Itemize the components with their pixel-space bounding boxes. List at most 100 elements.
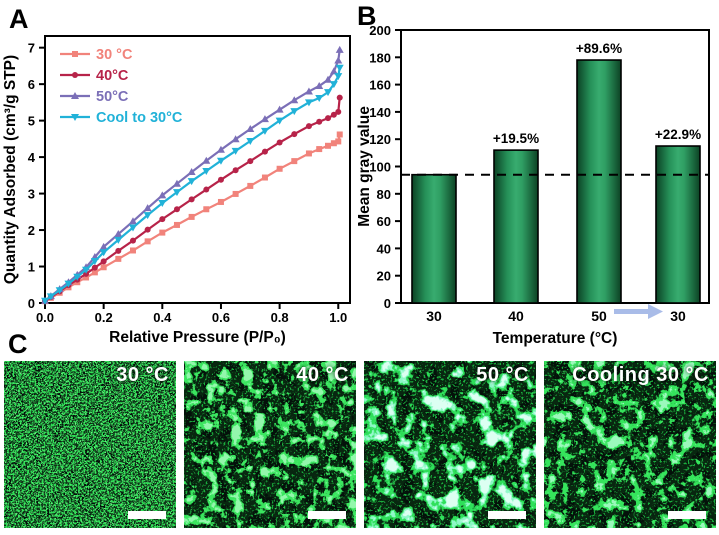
marker-triangle-up (143, 204, 152, 212)
bar-annotation: +89.6% (576, 41, 622, 56)
marker-triangle-down (82, 266, 91, 274)
legend-label: 30 °C (96, 47, 133, 63)
marker-triangle-down (128, 224, 137, 232)
panel-b-bar-chart: 0 20 40 60 80 100 120 140 160 180 200 +19.5% +89.6% +… (355, 0, 719, 356)
marker-circle (261, 148, 268, 155)
bar-30 (411, 173, 457, 304)
y-tick-label: 140 (369, 105, 391, 120)
marker-triangle-up (334, 56, 343, 64)
marker-square (144, 238, 151, 245)
marker-square (159, 229, 166, 236)
y-tick-label: 180 (369, 50, 391, 65)
y-tick-label: 0 (28, 296, 35, 311)
y-tick-label: 160 (369, 78, 391, 93)
marker-triangle-down (335, 64, 344, 72)
y-tick-label: 120 (369, 132, 391, 147)
marker-circle (144, 226, 151, 233)
marker-circle (100, 258, 107, 265)
panel-c-label: C (8, 329, 28, 359)
y-tick-label: 2 (28, 223, 35, 238)
marker-triangle-down (324, 89, 333, 97)
marker-triangle-down (46, 293, 55, 301)
x-category-label: 50 (591, 308, 607, 324)
marker-triangle-down (260, 127, 269, 135)
marker-square (261, 174, 268, 181)
micrograph-50c: 50 °C (364, 361, 536, 528)
marker-triangle-down (216, 157, 225, 165)
y-tick-label: 5 (28, 114, 35, 129)
marker-triangle-up (99, 242, 108, 250)
marker-square (91, 269, 98, 276)
micrograph-label-40c: 40 °C (296, 364, 349, 386)
marker-circle (316, 118, 323, 125)
x-tick-label: 0.6 (212, 310, 230, 325)
marker-square (316, 146, 323, 153)
bar-40 (493, 149, 539, 304)
micrograph-row: 30 °C 40 °C 50 °C (4, 361, 716, 528)
x-axis-label: Relative Pressure (P/P₀) (109, 329, 286, 346)
bar-50 (576, 59, 622, 304)
marker-circle (188, 196, 195, 203)
y-axis-label: Quantity Adsorbed (cm³/g STP) (2, 55, 19, 284)
x-tick-label: 1.0 (329, 310, 347, 325)
marker-triangle-up (246, 125, 255, 133)
micrograph-label-30c: 30 °C (116, 364, 169, 386)
bar-annotation: +22.9% (655, 127, 701, 142)
y-axis-label: Mean gray value (356, 106, 373, 227)
legend-label: 50°C (96, 89, 129, 105)
x-category-label: 30 (426, 308, 442, 324)
marker-triangle-down (114, 236, 123, 244)
y-tick-label: 60 (377, 214, 391, 229)
marker-triangle-up (324, 75, 333, 83)
marker-circle (72, 72, 78, 78)
marker-triangle-up (114, 230, 123, 238)
marker-circle (159, 216, 166, 223)
marker-square (72, 51, 78, 57)
marker-triangle-up (275, 105, 284, 113)
marker-triangle-down (187, 178, 196, 186)
marker-triangle-up (158, 191, 167, 199)
marker-triangle-down (334, 73, 343, 81)
legend-label: Cool to 30°C (96, 110, 183, 126)
marker-circle (291, 131, 298, 138)
legend-label: 40°C (96, 68, 129, 84)
marker-square (100, 264, 107, 271)
y-tick-label: 0 (384, 296, 391, 311)
y-tick-label: 80 (377, 187, 391, 202)
marker-square (276, 165, 283, 172)
y-tick-label: 20 (377, 269, 391, 284)
micrograph-image-30c (4, 361, 176, 528)
marker-triangle-down (64, 280, 73, 288)
x-category-label: 40 (508, 308, 524, 324)
marker-circle (276, 139, 283, 146)
marker-triangle-up (71, 92, 79, 99)
marker-square (335, 138, 342, 145)
marker-triangle-down (143, 212, 152, 220)
y-tick-label: 1 (28, 260, 35, 275)
marker-triangle-up (172, 179, 181, 187)
micrograph-cooling-30c: Cooling 30 °C (544, 361, 716, 528)
marker-square (305, 150, 312, 157)
scale-bar (488, 511, 526, 519)
scale-bar (668, 511, 706, 519)
scale-bar (128, 511, 166, 519)
y-tick-label: 4 (28, 150, 36, 165)
marker-triangle-down (231, 147, 240, 155)
marker-triangle-up (187, 168, 196, 176)
marker-circle (325, 115, 332, 122)
marker-circle (203, 186, 210, 193)
marker-triangle-down (290, 108, 299, 116)
micrograph-label-50c: 50 °C (476, 364, 529, 386)
marker-triangle-down (158, 200, 167, 208)
marker-square (83, 274, 90, 281)
marker-triangle-down (304, 99, 313, 107)
series-cool-to-30°c (41, 64, 344, 305)
x-tick-label: 0.2 (95, 310, 113, 325)
plot-frame (44, 35, 351, 304)
marker-circle (330, 111, 337, 118)
panel-a-adsorption-chart: 0.0 0.2 0.4 0.6 0.8 1.0 0 1 2 3 4 5 6 7 Relative Press… (0, 0, 356, 356)
micrograph-40c: 40 °C (184, 361, 356, 528)
marker-circle (336, 94, 343, 101)
gray-value-bar-chart: 0 20 40 60 80 100 120 140 160 180 200 +19.5% +89.6% +… (356, 23, 710, 347)
marker-circle (247, 158, 254, 165)
